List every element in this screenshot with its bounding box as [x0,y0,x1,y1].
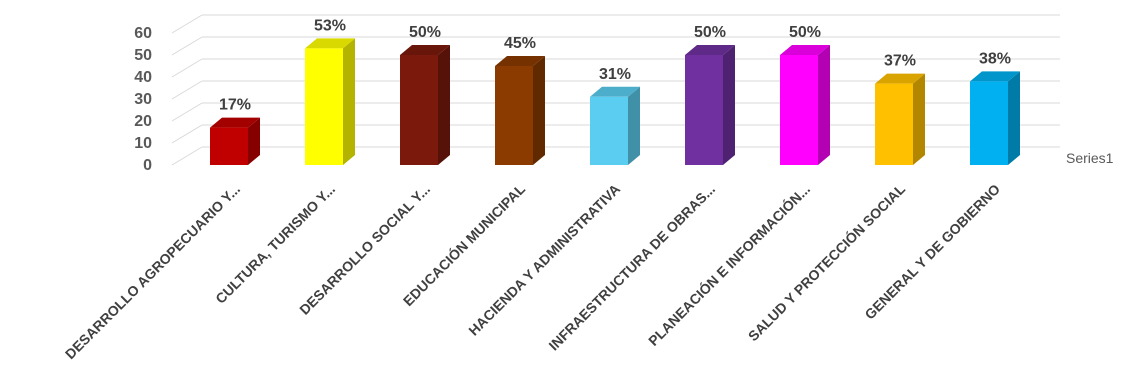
category-label: INFRAESTRUCTURA DE OBRAS... [545,181,718,354]
y-tick-label: 50 [134,47,152,64]
gridline-depth [171,146,203,166]
bar-side [533,56,545,165]
bar [495,56,545,165]
bar-front [590,96,628,165]
bar-top [210,117,260,128]
y-tick-label: 60 [134,25,152,42]
bar-front [400,55,438,165]
data-label: 50% [789,24,821,41]
gridline-depth [171,14,203,34]
bar [210,117,260,165]
chart-bars [210,38,1020,165]
x-axis-categories: DESARROLLO AGROPECUARIO Y...CULTURA, TUR… [62,180,1003,362]
bar-front [970,81,1008,165]
y-tick-label: 20 [134,113,152,130]
bar-front [875,83,913,165]
bar-front [780,55,818,165]
bar-side [248,117,260,165]
data-label: 17% [219,97,251,114]
data-label: 45% [504,35,536,52]
bar-side [628,86,640,165]
bar [400,45,450,165]
y-axis: 0 10 20 30 40 50 60 [134,25,152,174]
gridline-depth [171,80,203,100]
data-labels: 17% 53% 50% 45% 31% 50% 50% 37% 38% [219,17,1011,113]
bar [970,71,1020,165]
data-label: 50% [694,24,726,41]
gridline-depth [171,36,203,56]
series-legend-label: Series1 [1066,150,1114,166]
category-label: DESARROLLO AGROPECUARIO Y... [62,181,243,362]
bar-top [305,38,355,49]
bar-side [438,45,450,165]
bar-side [723,45,735,165]
y-tick-label: 30 [134,91,152,108]
bar [590,86,640,165]
bar-top [590,86,640,97]
bar-top [495,56,545,66]
data-label: 38% [979,50,1011,67]
bar [780,45,830,165]
bar-side [343,38,355,165]
bar-top [780,45,830,55]
bar-front [305,48,343,165]
bar-side [818,45,830,165]
data-label: 50% [409,24,441,41]
bar-side [913,73,925,165]
gridline-depth [171,124,203,144]
bar [685,45,735,165]
category-label: SALUD Y PROTECCIÓN SOCIAL [744,180,908,344]
bar [305,38,355,165]
gridline-depth [171,102,203,122]
y-tick-label: 0 [143,157,152,174]
y-tick-label: 10 [134,135,152,152]
bar-top [875,73,925,84]
bar [875,73,925,165]
category-label: HACIENDA Y ADMINISTRATIVA [465,181,623,339]
gridline-depth [171,58,203,78]
bar-top [970,71,1020,82]
bar-top [685,45,735,55]
bar-top [400,45,450,55]
category-label: PLANEACIÓN E INFORMACIÓN... [644,180,813,349]
data-label: 37% [884,53,916,70]
y-tick-label: 40 [134,69,152,86]
data-label: 53% [314,17,346,34]
bar-front [685,55,723,165]
bar-front [495,66,533,165]
data-label: 31% [599,66,631,83]
bar-front [210,127,248,165]
bar-side [1008,71,1020,165]
